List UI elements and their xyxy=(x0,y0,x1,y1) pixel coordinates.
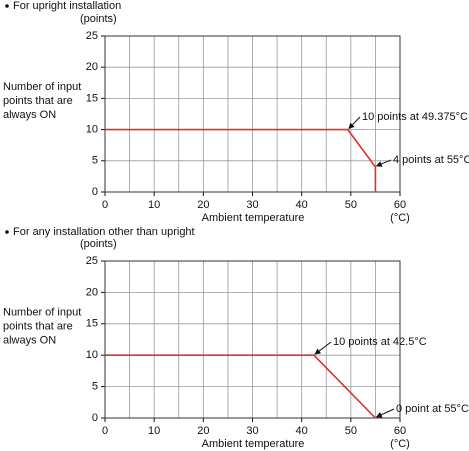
y-label: always ON xyxy=(3,334,56,346)
x-label: Ambient temperature xyxy=(202,212,305,224)
annotation: 10 points at 42.5°C xyxy=(333,336,427,348)
x-unit: (°C) xyxy=(390,212,410,224)
y-tick-label: 5 xyxy=(92,155,98,167)
x-tick-label: 0 xyxy=(102,425,108,437)
annotation: 0 point at 55°C xyxy=(396,403,469,415)
plot-frame xyxy=(104,35,401,193)
chart-title: For upright installation xyxy=(13,0,121,12)
y-unit: (points) xyxy=(80,13,117,25)
x-unit: (°C) xyxy=(390,438,410,450)
data-line xyxy=(105,128,377,192)
annotation: 10 points at 49.375°C xyxy=(362,111,468,123)
x-tick-label: 30 xyxy=(246,425,258,437)
x-label: Ambient temperature xyxy=(202,438,305,450)
y-tick-label: 10 xyxy=(86,124,98,136)
y-tick-label: 15 xyxy=(86,318,98,330)
x-tick-label: 60 xyxy=(394,425,406,437)
y-tick-label: 20 xyxy=(86,286,98,298)
x-tick-label: 10 xyxy=(148,199,160,211)
chart-title: For any installation other than upright xyxy=(13,226,195,238)
bullet xyxy=(5,230,9,234)
bullet xyxy=(5,4,9,8)
y-tick-label: 5 xyxy=(92,381,98,393)
y-label: always ON xyxy=(3,109,56,121)
annotation-arrow xyxy=(375,408,395,418)
x-tick-label: 40 xyxy=(296,425,308,437)
y-label: Number of input xyxy=(3,306,81,318)
y-tick-label: 25 xyxy=(86,30,98,42)
y-label: points that are xyxy=(3,95,73,107)
y-tick-label: 15 xyxy=(86,92,98,104)
y-label: Number of input xyxy=(3,81,81,93)
x-tick-label: 50 xyxy=(345,199,357,211)
y-tick-label: 25 xyxy=(86,255,98,267)
x-tick-label: 40 xyxy=(296,199,308,211)
y-label: points that are xyxy=(3,320,73,332)
y-tick-label: 20 xyxy=(86,61,98,73)
annotation-arrow xyxy=(348,116,361,130)
annotation-arrow xyxy=(314,341,332,355)
x-tick-label: 10 xyxy=(148,425,160,437)
annotation: 4 points at 55°C xyxy=(393,154,469,166)
y-unit: (points) xyxy=(80,238,117,250)
x-tick-label: 20 xyxy=(197,199,209,211)
x-tick-label: 30 xyxy=(246,199,258,211)
x-tick-label: 20 xyxy=(197,425,209,437)
plot-frame xyxy=(104,260,401,419)
y-tick-label: 10 xyxy=(86,349,98,361)
y-tick-label: 0 xyxy=(92,412,98,424)
data-line xyxy=(105,354,376,419)
annotation-arrow xyxy=(375,159,392,167)
x-tick-label: 0 xyxy=(102,199,108,211)
x-tick-label: 60 xyxy=(394,199,406,211)
x-tick-label: 50 xyxy=(345,425,357,437)
y-tick-label: 0 xyxy=(92,186,98,198)
